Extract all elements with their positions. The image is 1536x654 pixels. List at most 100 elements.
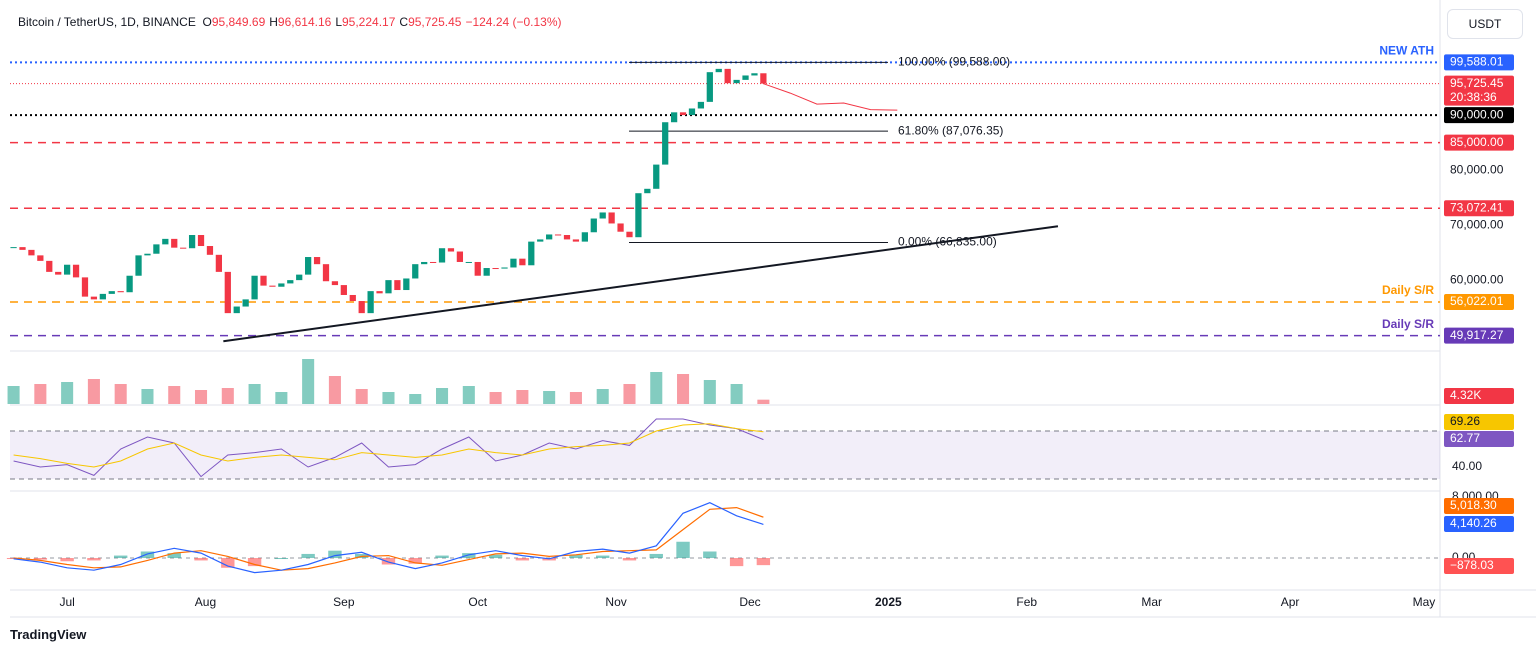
ohlc-value: 95,849.69 <box>211 15 266 29</box>
macd-histogram <box>515 558 530 561</box>
candle <box>313 257 321 265</box>
volume-bar <box>489 392 502 404</box>
ohlc-value: 95,224.17 <box>342 15 396 29</box>
level-label: 99,588.01 <box>1450 55 1504 69</box>
candle <box>447 248 455 252</box>
volume-bar <box>730 384 743 404</box>
candle <box>608 212 615 224</box>
candle <box>554 234 562 236</box>
x-tick-label: Jul <box>59 595 74 609</box>
candle <box>188 235 196 249</box>
last-price-label: 95,725.45 <box>1450 76 1504 90</box>
candle <box>546 234 553 240</box>
candle <box>233 306 240 314</box>
volume-bar <box>168 386 181 404</box>
macd-value: 5,018.30 <box>1450 498 1497 512</box>
histogram-value-box <box>1444 558 1514 574</box>
candle <box>162 238 169 245</box>
volume-bar <box>569 392 582 404</box>
candle <box>180 247 187 249</box>
y-tick-label: 0.00 <box>1452 550 1476 564</box>
volume-bar <box>462 386 475 404</box>
volume-bar <box>141 389 154 404</box>
macd-histogram <box>676 541 690 559</box>
currency-button[interactable]: USDT <box>1447 9 1523 39</box>
volume-bar <box>596 389 609 404</box>
candle <box>563 235 571 240</box>
candle <box>81 277 89 297</box>
volume-bar <box>543 391 556 404</box>
volume-bar <box>516 390 529 404</box>
ohlc-key: C <box>399 15 409 29</box>
candle <box>90 296 98 300</box>
level-note: Daily S/R <box>1382 317 1434 331</box>
volume-bar <box>623 384 636 404</box>
candle <box>269 285 276 287</box>
candle <box>572 239 580 242</box>
volume-label: 4.32K <box>1450 388 1481 402</box>
header: Bitcoin / TetherUS, 1D, BINANCE O95,849.… <box>18 15 566 29</box>
x-tick-label: Feb <box>1016 595 1037 609</box>
x-tick-label: 2025 <box>875 595 902 609</box>
countdown: 20:38:36 <box>1450 90 1497 104</box>
macd-histogram <box>301 553 315 559</box>
candle <box>10 247 17 249</box>
macd-histogram <box>33 558 48 560</box>
level-label-box <box>1444 327 1514 344</box>
macd-histogram <box>247 558 262 567</box>
candle <box>260 275 267 286</box>
volume-bar <box>248 384 261 404</box>
level-label-box <box>1444 54 1514 71</box>
macd-histogram <box>488 554 503 559</box>
fib-label: 0.00% (66,835.00) <box>898 235 997 249</box>
x-tick-label: Sep <box>333 595 355 609</box>
rsi-value: 69.26 <box>1450 414 1480 428</box>
level-note: NEW ATH <box>1379 44 1434 58</box>
macd-histogram <box>140 551 155 559</box>
volume-bar <box>87 379 100 404</box>
candle <box>581 232 588 242</box>
trendline <box>223 225 1059 343</box>
volume-bar <box>436 388 449 404</box>
volume-bar <box>757 399 770 404</box>
candle <box>251 275 258 300</box>
x-tick-label: Apr <box>1281 595 1300 609</box>
volume-label-box <box>1444 388 1514 404</box>
x-tick-label: Dec <box>739 595 760 609</box>
change: −124.24 (−0.13%) <box>465 15 562 29</box>
candle <box>429 261 437 263</box>
candle <box>662 122 669 165</box>
candle <box>153 244 160 254</box>
candle <box>599 212 606 219</box>
candle <box>224 271 231 314</box>
candle <box>626 231 633 238</box>
level-label: 90,000.00 <box>1450 107 1504 121</box>
candle <box>305 257 312 275</box>
level-label-box <box>1444 294 1514 311</box>
ohlc-value: 95,725.45 <box>408 15 462 29</box>
histogram-value: −878.03 <box>1450 558 1494 572</box>
candle <box>64 264 71 275</box>
candle <box>144 253 151 256</box>
candle <box>322 264 330 282</box>
rsi-value: 62.77 <box>1450 431 1480 445</box>
macd-histogram <box>569 554 583 559</box>
level-label: 85,000.00 <box>1450 135 1504 149</box>
candle <box>537 239 544 242</box>
volume-bar <box>275 392 288 404</box>
candle <box>72 264 80 278</box>
candle <box>421 261 428 265</box>
candle <box>617 223 624 232</box>
candle <box>376 291 383 294</box>
candle <box>715 68 722 73</box>
volume-bar <box>221 388 234 404</box>
candle <box>278 283 285 287</box>
candle <box>171 238 178 248</box>
macd-histogram <box>596 555 610 559</box>
candle <box>438 248 446 263</box>
candle <box>724 68 731 84</box>
y-tick-label: 40.00 <box>1452 459 1482 473</box>
volume-bar <box>650 372 663 404</box>
